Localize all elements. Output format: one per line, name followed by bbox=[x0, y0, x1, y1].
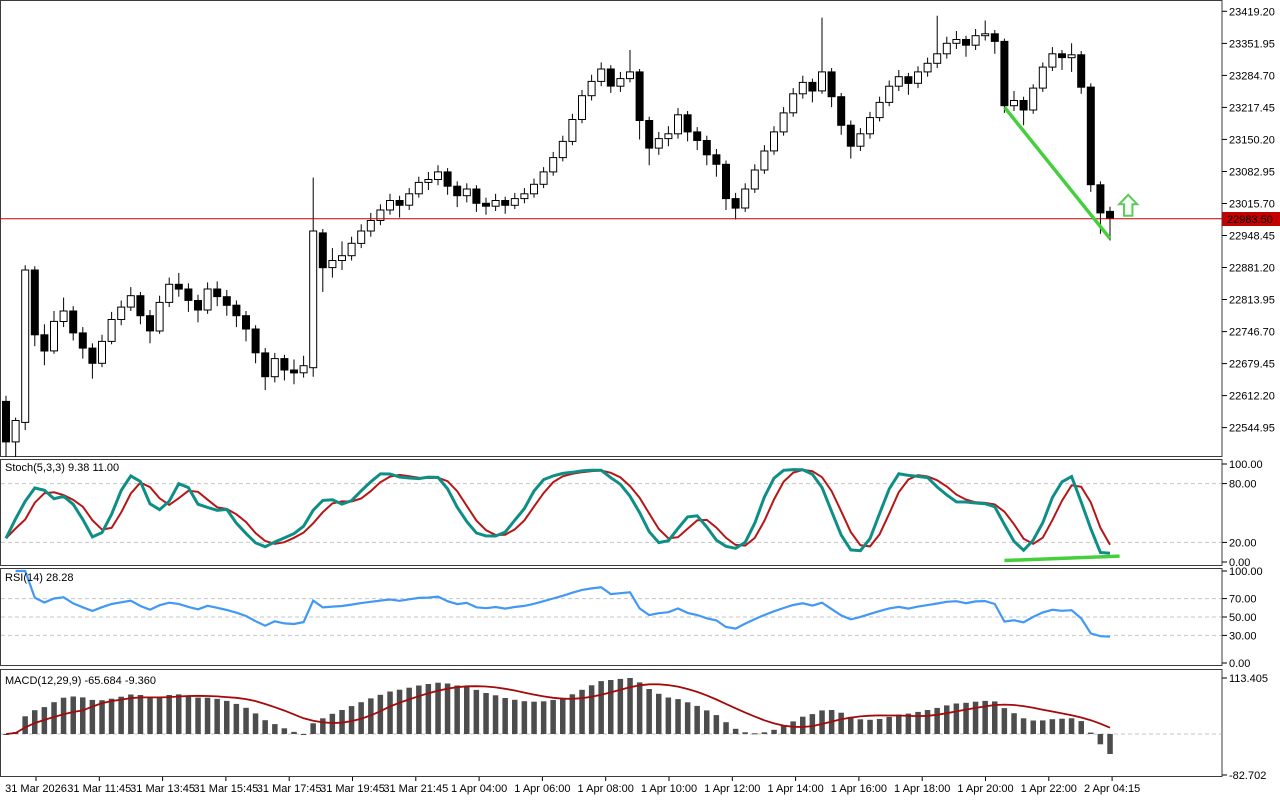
svg-text:1 Apr 22:00: 1 Apr 22:00 bbox=[1021, 783, 1077, 795]
svg-text:113.405: 113.405 bbox=[1229, 673, 1268, 685]
svg-text:1 Apr 16:00: 1 Apr 16:00 bbox=[831, 783, 887, 795]
rsi-line bbox=[15, 569, 1111, 638]
svg-text:100.00: 100.00 bbox=[1229, 566, 1263, 578]
svg-text:23284.70: 23284.70 bbox=[1229, 70, 1275, 82]
svg-text:50.00: 50.00 bbox=[1229, 612, 1257, 624]
svg-text:23217.45: 23217.45 bbox=[1229, 102, 1275, 114]
svg-text:22948.45: 22948.45 bbox=[1229, 231, 1275, 243]
svg-text:1 Apr 06:00: 1 Apr 06:00 bbox=[514, 783, 570, 795]
svg-text:1 Apr 18:00: 1 Apr 18:00 bbox=[894, 783, 950, 795]
candles-layer bbox=[2, 15, 1114, 457]
svg-text:-82.702: -82.702 bbox=[1229, 770, 1266, 782]
rsi-indicator-label: RSI(14) 28.28 bbox=[5, 572, 73, 584]
svg-text:23150.20: 23150.20 bbox=[1229, 134, 1275, 146]
svg-text:1 Apr 20:00: 1 Apr 20:00 bbox=[957, 783, 1013, 795]
macd-indicator-label: MACD(12,29,9) -65.684 -9.360 bbox=[5, 675, 156, 687]
svg-text:31 Mar 15:45: 31 Mar 15:45 bbox=[193, 783, 258, 795]
svg-text:30.00: 30.00 bbox=[1229, 630, 1257, 642]
svg-text:22813.95: 22813.95 bbox=[1229, 295, 1275, 307]
svg-text:23082.95: 23082.95 bbox=[1229, 167, 1275, 179]
up-arrow-icon[interactable] bbox=[1116, 193, 1140, 217]
svg-text:23419.20: 23419.20 bbox=[1229, 6, 1275, 18]
svg-text:1 Apr 12:00: 1 Apr 12:00 bbox=[704, 783, 760, 795]
svg-text:20.00: 20.00 bbox=[1229, 537, 1257, 549]
svg-text:31 Mar 21:45: 31 Mar 21:45 bbox=[383, 783, 448, 795]
bid-price-tag: 22983.50 bbox=[1222, 212, 1280, 226]
svg-text:0.00: 0.00 bbox=[1229, 658, 1250, 670]
svg-text:31 Mar 19:45: 31 Mar 19:45 bbox=[320, 783, 385, 795]
stoch-k-line bbox=[4, 468, 1111, 555]
svg-text:23351.95: 23351.95 bbox=[1229, 38, 1275, 50]
svg-text:22746.70: 22746.70 bbox=[1229, 327, 1275, 339]
svg-text:22612.20: 22612.20 bbox=[1229, 391, 1275, 403]
svg-text:22881.20: 22881.20 bbox=[1229, 263, 1275, 275]
price-axis[interactable]: 23419.20 23351.95 23284.70 23217.45 23150.20… bbox=[1222, 6, 1275, 782]
main-price-panel[interactable] bbox=[0, 0, 1223, 465]
rsi-panel[interactable] bbox=[0, 568, 1223, 666]
svg-text:31 Mar 17:45: 31 Mar 17:45 bbox=[257, 783, 322, 795]
svg-text:1 Apr 10:00: 1 Apr 10:00 bbox=[641, 783, 697, 795]
svg-text:2 Apr 04:15: 2 Apr 04:15 bbox=[1084, 783, 1140, 795]
svg-text:100.00: 100.00 bbox=[1229, 459, 1263, 471]
svg-text:1 Apr 14:00: 1 Apr 14:00 bbox=[767, 783, 823, 795]
bid-price-tag-bg bbox=[1222, 212, 1280, 226]
svg-text:22679.45: 22679.45 bbox=[1229, 359, 1275, 371]
svg-text:31 Mar 13:45: 31 Mar 13:45 bbox=[130, 783, 195, 795]
svg-text:23015.70: 23015.70 bbox=[1229, 199, 1275, 211]
bid-price-tag-label: 22983.50 bbox=[1227, 214, 1273, 226]
stoch-trendline[interactable] bbox=[1004, 554, 1120, 563]
svg-text:22544.95: 22544.95 bbox=[1229, 423, 1275, 435]
svg-text:70.00: 70.00 bbox=[1229, 594, 1257, 606]
stochastic-panel[interactable] bbox=[0, 459, 1223, 566]
svg-text:31 Mar 2026: 31 Mar 2026 bbox=[5, 783, 67, 795]
price-trendline[interactable] bbox=[1003, 106, 1112, 240]
macd-histogram bbox=[3, 678, 1113, 754]
stoch-indicator-label: Stoch(5,3,3) 9.38 11.00 bbox=[5, 462, 119, 474]
macd-signal-line bbox=[5, 683, 1111, 735]
svg-text:0.00: 0.00 bbox=[1229, 557, 1250, 569]
panel-frame bbox=[0, 459, 1223, 566]
svg-text:1 Apr 08:00: 1 Apr 08:00 bbox=[578, 783, 634, 795]
svg-text:80.00: 80.00 bbox=[1229, 479, 1257, 491]
svg-text:1 Apr 04:00: 1 Apr 04:00 bbox=[451, 783, 507, 795]
svg-text:31 Mar 11:45: 31 Mar 11:45 bbox=[67, 783, 131, 795]
macd-panel[interactable] bbox=[0, 669, 1223, 777]
